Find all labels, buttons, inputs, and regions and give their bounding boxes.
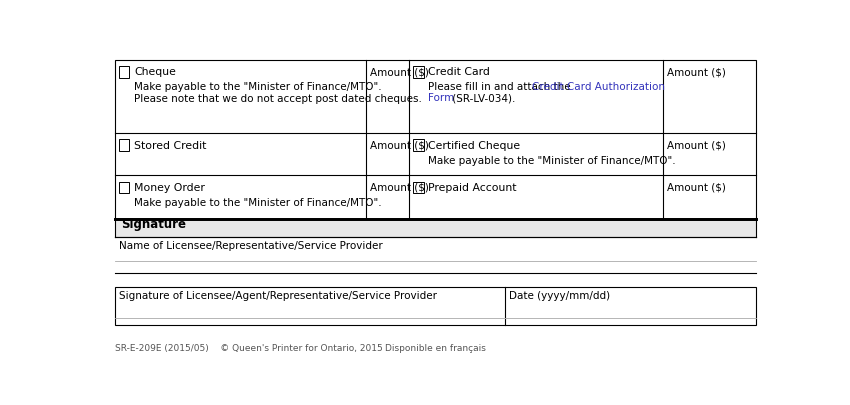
Text: Signature of Licensee/Agent/Representative/Service Provider: Signature of Licensee/Agent/Representati… [119, 291, 437, 301]
Text: Make payable to the "Minister of Finance/MTO".: Make payable to the "Minister of Finance… [134, 82, 382, 92]
Bar [413, 66, 424, 78]
Text: Amount ($): Amount ($) [667, 183, 726, 193]
Text: Cheque: Cheque [134, 67, 176, 77]
Text: Prepaid Account: Prepaid Account [428, 183, 517, 193]
Text: Disponible en français: Disponible en français [385, 344, 486, 353]
Text: Make payable to the "Minister of Finance/MTO".: Make payable to the "Minister of Finance… [134, 198, 382, 208]
Bar [119, 181, 129, 193]
Text: Amount ($): Amount ($) [371, 67, 429, 77]
Bar [115, 60, 756, 219]
Text: SR-E-209E (2015/05)    © Queen's Printer for Ontario, 2015: SR-E-209E (2015/05) © Queen's Printer fo… [115, 344, 382, 353]
Text: Amount ($): Amount ($) [667, 141, 726, 151]
Text: Amount ($): Amount ($) [371, 141, 429, 151]
Bar [115, 287, 756, 324]
Bar [119, 66, 129, 78]
Bar [119, 139, 129, 151]
Text: Certified Cheque: Certified Cheque [428, 141, 520, 151]
Text: Signature: Signature [122, 218, 186, 231]
Text: Credit Card: Credit Card [428, 67, 490, 77]
Text: Make payable to the "Minister of Finance/MTO".: Make payable to the "Minister of Finance… [428, 156, 676, 166]
Bar [413, 139, 424, 151]
Text: Stored Credit: Stored Credit [134, 141, 207, 151]
Text: (SR-LV-034).: (SR-LV-034). [450, 93, 516, 103]
Bar [413, 181, 424, 193]
Bar [115, 219, 756, 237]
Text: Credit Card Authorization: Credit Card Authorization [532, 82, 665, 92]
Text: Date (yyyy/mm/dd): Date (yyyy/mm/dd) [509, 291, 609, 301]
Text: Please fill in and attach the: Please fill in and attach the [428, 82, 575, 92]
Text: Please note that we do not accept post dated cheques.: Please note that we do not accept post d… [134, 94, 422, 104]
Text: Amount ($): Amount ($) [371, 183, 429, 193]
Text: Money Order: Money Order [134, 183, 205, 193]
Text: Form: Form [428, 93, 455, 103]
Text: Amount ($): Amount ($) [667, 67, 726, 77]
Text: Name of Licensee/Representative/Service Provider: Name of Licensee/Representative/Service … [119, 241, 382, 251]
